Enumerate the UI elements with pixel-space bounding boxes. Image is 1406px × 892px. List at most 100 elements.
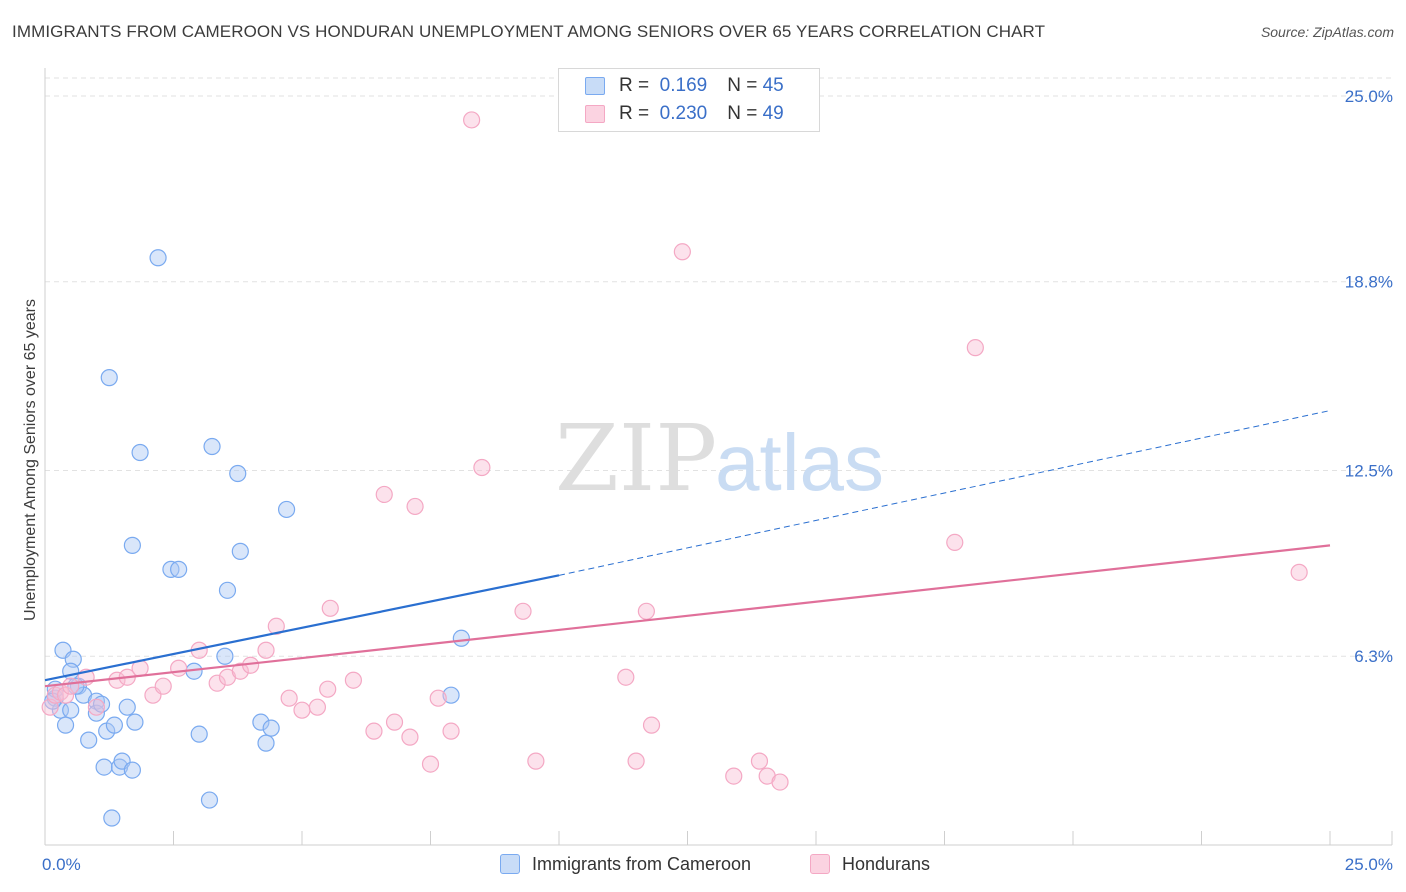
point-hondurans	[473, 458, 491, 477]
point-hondurans	[321, 599, 339, 617]
x-tick-label: 25.0%	[1345, 855, 1393, 874]
legend-label-cameroon: Immigrants from Cameroon	[532, 853, 752, 874]
point-cameroon	[95, 758, 113, 776]
point-hondurans	[280, 689, 298, 707]
point-cameroon	[100, 369, 118, 387]
chart-title: IMMIGRANTS FROM CAMEROON VS HONDURAN UNE…	[12, 22, 1046, 41]
stats-row-hondurans: R = 0.230 N = 49	[559, 100, 784, 128]
point-hondurans	[673, 243, 691, 261]
stats-row-cameroon: R = 0.169 N = 45	[559, 72, 784, 100]
point-hondurans	[750, 752, 769, 770]
point-hondurans	[344, 671, 362, 689]
r-value: 0.169	[659, 75, 708, 96]
point-cameroon	[203, 437, 221, 456]
trend-line-cameroon-extension	[558, 410, 1331, 576]
point-hondurans	[429, 689, 447, 707]
grid-lines	[45, 77, 1392, 657]
point-hondurans	[514, 602, 532, 620]
point-cameroon	[103, 809, 121, 827]
y-tick-label: 18.8%	[1345, 273, 1393, 292]
point-cameroon	[131, 443, 149, 462]
point-hondurans	[442, 722, 460, 740]
n-value: 45	[762, 75, 784, 96]
point-cameroon	[200, 791, 219, 809]
point-hondurans	[308, 698, 327, 716]
trend-line-hondurans	[44, 544, 1331, 688]
y-tick-label: 6.3%	[1354, 647, 1393, 666]
watermark-atlas: atlas	[715, 418, 884, 507]
point-hondurans	[946, 533, 964, 551]
point-cameroon	[105, 716, 123, 734]
series-legend: Immigrants from Cameroon Hondurans	[0, 850, 1406, 878]
point-hondurans	[617, 668, 635, 686]
point-hondurans	[365, 722, 383, 740]
point-hondurans	[627, 752, 645, 770]
point-hondurans	[1290, 563, 1308, 581]
point-cameroon	[123, 536, 141, 554]
point-hondurans	[170, 659, 188, 677]
point-hondurans	[725, 767, 743, 785]
point-hondurans	[527, 752, 545, 770]
source-label: Source: ZipAtlas.com	[1260, 24, 1394, 40]
point-hondurans	[385, 713, 404, 731]
point-hondurans	[463, 111, 481, 129]
point-cameroon	[442, 686, 460, 704]
point-hondurans	[62, 677, 80, 695]
point-cameroon	[190, 725, 208, 743]
axes	[44, 68, 1393, 846]
point-cameroon	[218, 581, 237, 599]
point-hondurans	[56, 686, 75, 704]
point-hondurans	[642, 716, 661, 734]
point-cameroon	[87, 704, 106, 722]
point-hondurans	[231, 662, 249, 680]
legend-swatch-hondurans	[810, 854, 830, 874]
tick-labels: 6.3% 12.5% 18.8% 25.0% 0.0% 25.0%	[42, 87, 1393, 874]
point-hondurans	[293, 701, 311, 719]
legend-swatch-cameroon	[500, 854, 520, 874]
point-cameroon	[92, 695, 111, 713]
trend-line-cameroon	[44, 574, 560, 682]
point-hondurans	[154, 677, 172, 695]
point-cameroon	[149, 249, 167, 267]
r-label: R =	[619, 75, 650, 96]
watermark: ZIP atlas	[555, 405, 884, 512]
n-label: N =	[727, 75, 758, 96]
point-hondurans	[771, 773, 789, 791]
point-hondurans	[208, 674, 226, 692]
point-hondurans	[257, 641, 275, 659]
point-hondurans	[406, 497, 424, 516]
n-label: N =	[727, 103, 758, 124]
legend-item-hondurans[interactable]: Hondurans	[810, 850, 930, 878]
watermark-zip: ZIP	[555, 405, 717, 512]
x-tick-label: 0.0%	[42, 855, 81, 874]
point-cameroon	[257, 734, 275, 752]
legend-item-cameroon[interactable]: Immigrants from Cameroon	[500, 850, 751, 878]
point-hondurans	[87, 698, 106, 716]
point-cameroon	[252, 713, 270, 731]
stats-legend: R = 0.169 N = 45 R = 0.230 N = 49	[558, 68, 820, 132]
point-cameroon	[62, 701, 80, 719]
swatch-hondurans	[585, 105, 605, 123]
y-tick-label: 12.5%	[1345, 461, 1393, 480]
point-cameroon	[123, 761, 141, 779]
point-cameroon	[87, 692, 106, 710]
point-cameroon	[126, 713, 144, 731]
trend-lines	[44, 410, 1331, 688]
point-cameroon	[80, 731, 98, 749]
point-cameroon	[170, 560, 188, 578]
swatch-cameroon	[585, 77, 605, 95]
point-hondurans	[375, 485, 393, 504]
point-hondurans	[319, 680, 337, 698]
point-hondurans	[421, 755, 440, 773]
r-value: 0.230	[659, 103, 708, 124]
point-cameroon	[56, 716, 75, 734]
legend-label-hondurans: Hondurans	[842, 853, 931, 874]
r-label: R =	[619, 103, 650, 124]
point-hondurans	[267, 617, 285, 635]
point-cameroon	[277, 500, 296, 519]
point-cameroon	[118, 698, 136, 716]
point-cameroon	[452, 629, 470, 647]
n-value: 49	[762, 103, 784, 124]
point-cameroon	[262, 719, 280, 737]
